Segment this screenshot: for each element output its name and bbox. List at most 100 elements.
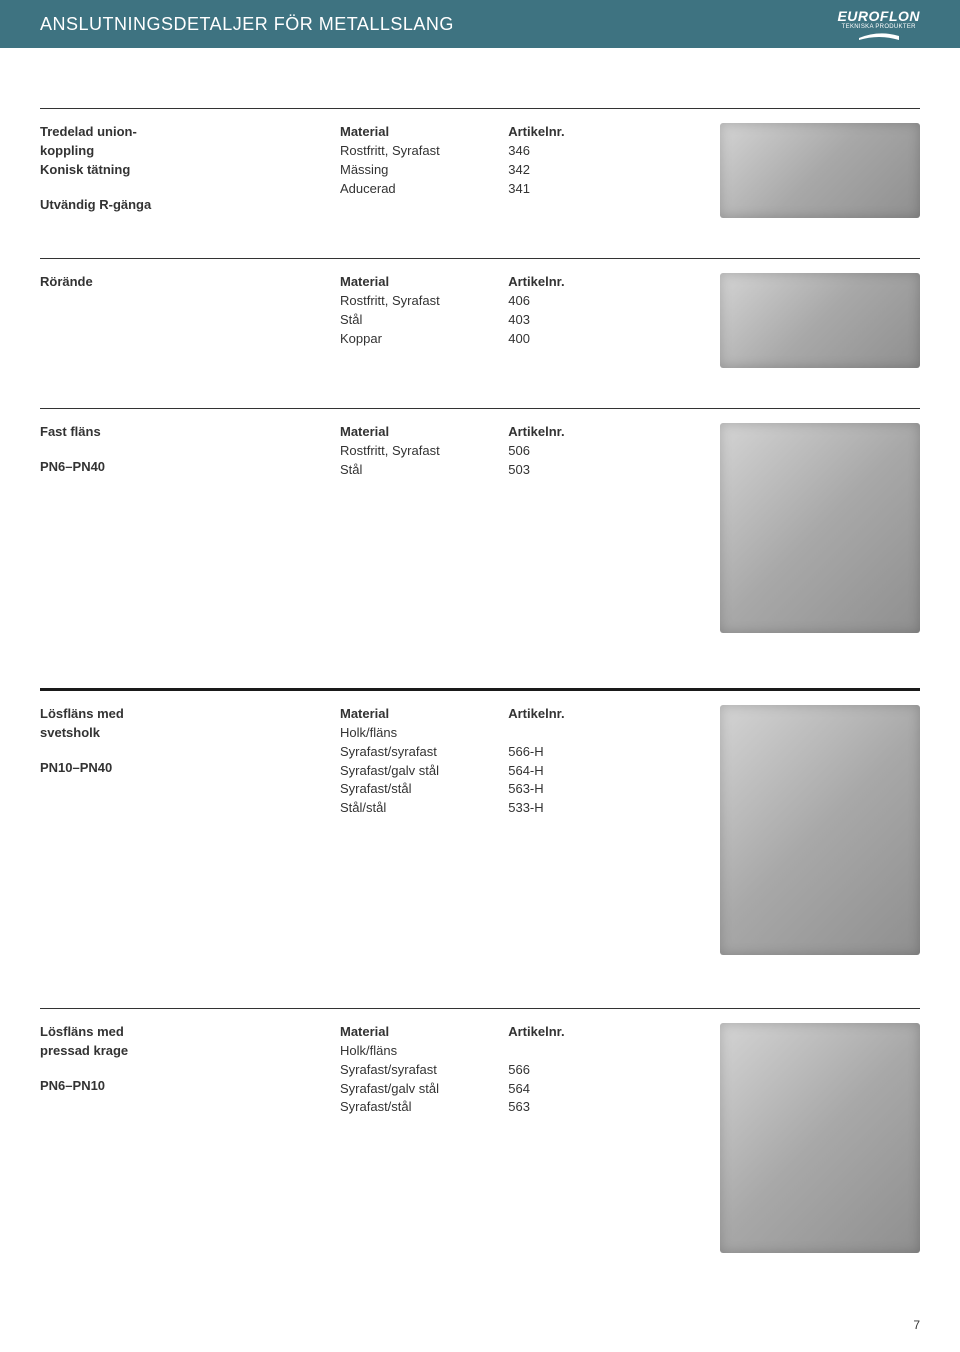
product-image bbox=[720, 273, 920, 368]
product-image-area bbox=[600, 273, 920, 388]
cell-artikel: 503 bbox=[508, 461, 600, 480]
table-row: Syrafast/galv stål564 bbox=[340, 1080, 600, 1099]
cell-artikel: 346 bbox=[508, 142, 600, 161]
material-table: MaterialArtikelnr. Rostfritt, Syrafast40… bbox=[340, 273, 600, 388]
product-section: Lösfläns med svetsholk PN10–PN40 Materia… bbox=[40, 688, 920, 988]
col-header-material: Material bbox=[340, 123, 508, 142]
table: MaterialArtikelnr. Rostfritt, Syrafast50… bbox=[340, 423, 600, 480]
cell-material: Holk/fläns bbox=[340, 724, 508, 743]
spacer bbox=[40, 1061, 340, 1077]
spacer bbox=[40, 743, 340, 759]
product-image-area bbox=[600, 705, 920, 988]
material-table: MaterialArtikelnr. Holk/fläns Syrafast/s… bbox=[340, 1023, 600, 1298]
col-header-artikel: Artikelnr. bbox=[508, 705, 600, 724]
product-section: Fast fläns PN6–PN40 MaterialArtikelnr. R… bbox=[40, 408, 920, 668]
main-content: Tredelad union- koppling Konisk tätning … bbox=[0, 48, 960, 1298]
label-line: PN6–PN40 bbox=[40, 458, 340, 477]
table-row: MaterialArtikelnr. bbox=[340, 123, 600, 142]
cell-material: Rostfritt, Syrafast bbox=[340, 292, 508, 311]
product-section: Lösfläns med pressad krage PN6–PN10 Mate… bbox=[40, 1008, 920, 1298]
table: MaterialArtikelnr. Holk/fläns Syrafast/s… bbox=[340, 705, 600, 818]
col-header-material: Material bbox=[340, 273, 508, 292]
product-image-area bbox=[600, 423, 920, 668]
table-row: Stål503 bbox=[340, 461, 600, 480]
label-line: Tredelad union- bbox=[40, 123, 340, 142]
label-line: Fast fläns bbox=[40, 423, 340, 442]
table-row: MaterialArtikelnr. bbox=[340, 273, 600, 292]
cell-artikel: 400 bbox=[508, 330, 600, 349]
label-line: Lösfläns med bbox=[40, 1023, 340, 1042]
cell-material: Stål bbox=[340, 461, 508, 480]
cell-artikel: 506 bbox=[508, 442, 600, 461]
product-section: Rörände MaterialArtikelnr. Rostfritt, Sy… bbox=[40, 258, 920, 388]
table-row: Stål/stål533-H bbox=[340, 799, 600, 818]
cell-material: Holk/fläns bbox=[340, 1042, 508, 1061]
cell-artikel: 566-H bbox=[508, 743, 600, 762]
header-bar: ANSLUTNINGSDETALJER FÖR METALLSLANG EURO… bbox=[0, 0, 960, 48]
material-table: MaterialArtikelnr. Rostfritt, Syrafast50… bbox=[340, 423, 600, 668]
cell-material: Syrafast/stål bbox=[340, 1098, 508, 1117]
page-number: 7 bbox=[913, 1318, 920, 1332]
cell-artikel: 564 bbox=[508, 1080, 600, 1099]
col-header-material: Material bbox=[340, 705, 508, 724]
cell-material: Rostfritt, Syrafast bbox=[340, 142, 508, 161]
logo: EUROFLON TEKNISKA PRODUKTER bbox=[837, 9, 920, 40]
cell-material: Rostfritt, Syrafast bbox=[340, 442, 508, 461]
section-labels: Lösfläns med svetsholk PN10–PN40 bbox=[40, 705, 340, 988]
table-row: Koppar400 bbox=[340, 330, 600, 349]
cell-material: Stål bbox=[340, 311, 508, 330]
section-labels: Fast fläns PN6–PN40 bbox=[40, 423, 340, 668]
material-table: MaterialArtikelnr. Holk/fläns Syrafast/s… bbox=[340, 705, 600, 988]
cell-material: Mässing bbox=[340, 161, 508, 180]
table-row: Rostfritt, Syrafast346 bbox=[340, 142, 600, 161]
product-image bbox=[720, 1023, 920, 1253]
cell-artikel: 341 bbox=[508, 180, 600, 199]
label-line: koppling bbox=[40, 142, 340, 161]
table-row: MaterialArtikelnr. bbox=[340, 705, 600, 724]
cell-material: Syrafast/stål bbox=[340, 780, 508, 799]
cell-material: Aducerad bbox=[340, 180, 508, 199]
cell-artikel: 564-H bbox=[508, 762, 600, 781]
swoosh-icon bbox=[859, 32, 899, 40]
cell-material: Syrafast/syrafast bbox=[340, 1061, 508, 1080]
cell-artikel: 563 bbox=[508, 1098, 600, 1117]
col-header-artikel: Artikelnr. bbox=[508, 1023, 600, 1042]
product-image-area bbox=[600, 123, 920, 238]
table-row: Syrafast/stål563-H bbox=[340, 780, 600, 799]
cell-artikel: 533-H bbox=[508, 799, 600, 818]
label-line: Konisk tätning bbox=[40, 161, 340, 180]
section-labels: Tredelad union- koppling Konisk tätning … bbox=[40, 123, 340, 238]
table-row: Aducerad341 bbox=[340, 180, 600, 199]
table-row: Syrafast/syrafast566 bbox=[340, 1061, 600, 1080]
label-line: PN6–PN10 bbox=[40, 1077, 340, 1096]
table-row: Mässing342 bbox=[340, 161, 600, 180]
logo-brand: EUROFLON bbox=[837, 9, 920, 23]
product-image bbox=[720, 123, 920, 218]
table-row: Syrafast/galv stål564-H bbox=[340, 762, 600, 781]
cell-artikel bbox=[508, 724, 600, 743]
col-header-material: Material bbox=[340, 423, 508, 442]
product-image-area bbox=[600, 1023, 920, 1298]
cell-material: Syrafast/galv stål bbox=[340, 762, 508, 781]
col-header-artikel: Artikelnr. bbox=[508, 273, 600, 292]
section-labels: Lösfläns med pressad krage PN6–PN10 bbox=[40, 1023, 340, 1298]
label-line: Rörände bbox=[40, 273, 340, 292]
label-line: pressad krage bbox=[40, 1042, 340, 1061]
label-line: Lösfläns med bbox=[40, 705, 340, 724]
table-row: Rostfritt, Syrafast406 bbox=[340, 292, 600, 311]
cell-material: Syrafast/galv stål bbox=[340, 1080, 508, 1099]
logo-subtitle: TEKNISKA PRODUKTER bbox=[842, 24, 916, 30]
table-row: Holk/fläns bbox=[340, 724, 600, 743]
product-image bbox=[720, 423, 920, 633]
col-header-artikel: Artikelnr. bbox=[508, 423, 600, 442]
cell-artikel: 566 bbox=[508, 1061, 600, 1080]
table-row: Rostfritt, Syrafast506 bbox=[340, 442, 600, 461]
cell-artikel: 406 bbox=[508, 292, 600, 311]
cell-artikel: 403 bbox=[508, 311, 600, 330]
col-header-artikel: Artikelnr. bbox=[508, 123, 600, 142]
material-table: MaterialArtikelnr. Rostfritt, Syrafast34… bbox=[340, 123, 600, 238]
label-line: PN10–PN40 bbox=[40, 759, 340, 778]
spacer bbox=[40, 442, 340, 458]
table-row: MaterialArtikelnr. bbox=[340, 1023, 600, 1042]
table: MaterialArtikelnr. Rostfritt, Syrafast34… bbox=[340, 123, 600, 198]
